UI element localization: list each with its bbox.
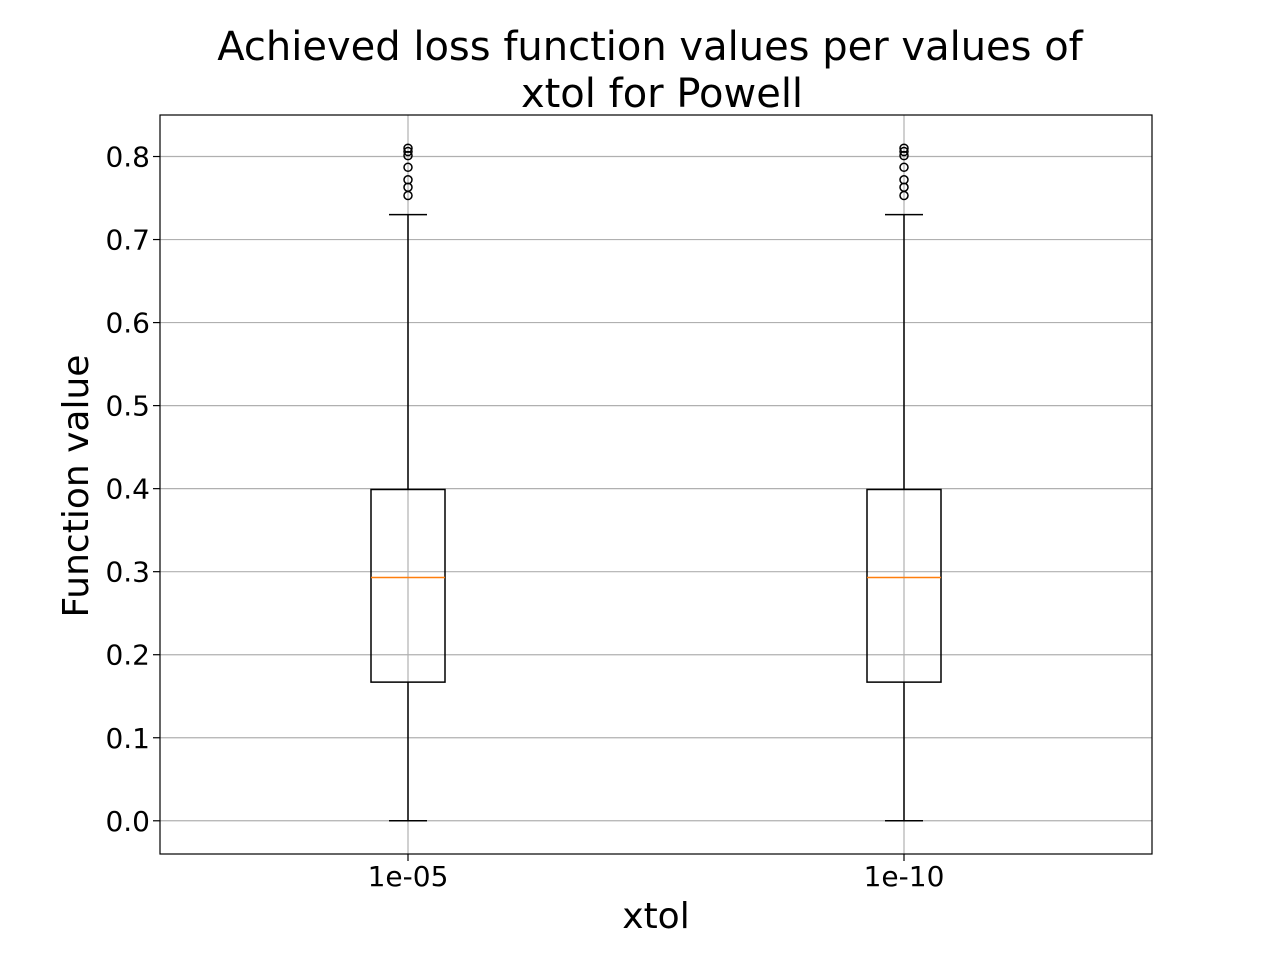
chart-title-line-2: xtol for Powell — [521, 71, 803, 117]
x-tick-label: 1e-10 — [864, 860, 945, 893]
y-tick-label: 0.5 — [105, 390, 150, 423]
boxes — [370, 143, 942, 822]
grid-lines — [160, 115, 1152, 854]
iqr-box — [866, 488, 942, 683]
y-tick-label: 0.3 — [105, 556, 150, 589]
y-tick-label: 0.7 — [105, 224, 150, 257]
y-tick-label: 0.2 — [105, 639, 150, 672]
outlier-point — [403, 146, 413, 157]
y-tick-label: 0.8 — [105, 141, 150, 174]
box-group — [866, 143, 942, 822]
iqr-box — [370, 488, 446, 683]
ticks: 0.0 0.1 0.2 0.3 0.4 0.5 0.6 0.7 0.8 1e-05 1e-10 — [105, 141, 944, 893]
outlier-point — [899, 162, 909, 173]
x-axis-label: xtol — [622, 896, 689, 937]
outlier-point — [899, 175, 909, 185]
y-tick-label: 0.0 — [105, 805, 150, 838]
y-tick-label: 0.6 — [105, 307, 150, 340]
x-tick-label: 1e-05 — [368, 860, 449, 893]
outlier-point — [403, 175, 413, 185]
y-axis-label: Function value — [56, 355, 97, 618]
outlier-point — [403, 143, 413, 153]
chart-title-line-1: Achieved loss function values per values… — [217, 24, 1083, 70]
box-group — [370, 143, 446, 822]
outlier-point — [899, 146, 909, 157]
y-tick-label: 0.1 — [105, 722, 150, 755]
y-tick-label: 0.4 — [105, 473, 150, 506]
outlier-point — [899, 143, 909, 153]
plot-frame — [159, 114, 1153, 855]
outlier-point — [403, 162, 413, 173]
